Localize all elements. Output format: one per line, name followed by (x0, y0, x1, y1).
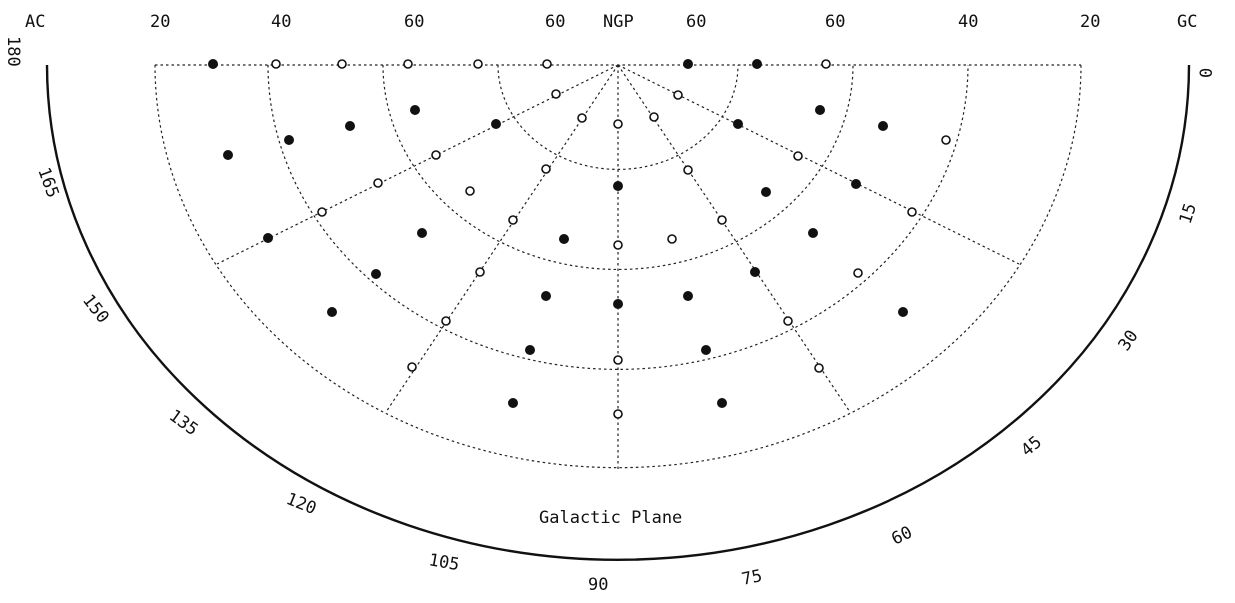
sample-point-open (465, 186, 475, 196)
label-lat-80-left: 60 (545, 12, 565, 32)
sample-point-filled (208, 59, 218, 69)
sample-point-open (541, 164, 551, 174)
sample-point-filled (878, 121, 888, 131)
lon-label-120: 120 (283, 489, 319, 519)
sample-point-open (373, 178, 383, 188)
sample-point-filled (815, 105, 825, 115)
galactic-plane-caption: Galactic Plane (539, 508, 682, 528)
lon-label-15: 15 (1176, 201, 1201, 227)
lon-label-105: 105 (427, 550, 461, 575)
label-lat-60-left: 60 (404, 12, 424, 32)
label-ac: AC (25, 12, 45, 32)
sample-point-filled (701, 345, 711, 355)
sample-point-filled (613, 299, 623, 309)
sample-point-filled (223, 150, 233, 160)
sample-points (208, 59, 951, 419)
latitude-circle (497, 64, 739, 170)
label-lat-40-right: 40 (958, 12, 978, 32)
sample-point-filled (559, 234, 569, 244)
sample-point-open (475, 267, 485, 277)
lon-label-165: 165 (33, 165, 62, 201)
sample-point-filled (371, 269, 381, 279)
label-lat-20-left: 20 (150, 12, 170, 32)
sample-point-open (317, 207, 327, 217)
sample-point-open (613, 409, 623, 419)
sample-point-open (667, 234, 677, 244)
sample-point-filled (898, 307, 908, 317)
lon-label-60: 60 (888, 523, 915, 550)
lon-label-180: 180 (3, 36, 23, 67)
sample-point-open (508, 215, 518, 225)
sample-point-filled (752, 59, 762, 69)
sample-point-open (814, 363, 824, 373)
sample-point-filled (541, 291, 551, 301)
sample-point-filled (683, 291, 693, 301)
lon-label-150: 150 (78, 291, 113, 328)
sample-point-filled (525, 345, 535, 355)
latitude-circles (154, 64, 1082, 469)
sample-point-filled (717, 398, 727, 408)
sample-point-open (403, 59, 413, 69)
sample-point-open (717, 215, 727, 225)
sample-point-open (577, 113, 587, 123)
sample-point-filled (508, 398, 518, 408)
label-lat-80-right: 60 (686, 12, 706, 32)
longitude-spoke (617, 64, 851, 413)
sample-point-open (821, 59, 831, 69)
lon-label-135: 135 (165, 406, 202, 440)
sample-point-open (853, 268, 863, 278)
label-lat-20-right: 20 (1080, 12, 1100, 32)
sample-point-filled (808, 228, 818, 238)
sample-point-open (542, 59, 552, 69)
longitude-spoke (385, 64, 619, 413)
sample-point-filled (613, 181, 623, 191)
sample-point-open (783, 316, 793, 326)
sample-point-open (431, 150, 441, 160)
sample-point-open (683, 165, 693, 175)
sample-point-filled (750, 267, 760, 277)
sample-point-filled (417, 228, 427, 238)
sample-point-open (613, 240, 623, 250)
lon-label-90: 90 (588, 575, 608, 595)
sample-point-open (441, 316, 451, 326)
lon-label-75: 75 (740, 566, 764, 590)
sample-point-open (673, 90, 683, 100)
sample-point-filled (284, 135, 294, 145)
sample-point-filled (491, 119, 501, 129)
sample-point-open (337, 59, 347, 69)
sample-point-open (271, 59, 281, 69)
sample-point-open (941, 135, 951, 145)
label-gc: GC (1177, 12, 1197, 32)
sample-point-filled (345, 121, 355, 131)
label-lat-60-right: 60 (825, 12, 845, 32)
lon-label-45: 45 (1017, 432, 1046, 460)
lon-label-30: 30 (1115, 327, 1143, 355)
sample-point-open (613, 119, 623, 129)
sample-point-open (907, 207, 917, 217)
label-lat-40-left: 40 (271, 12, 291, 32)
label-ngp: NGP (603, 12, 634, 32)
lon-label-0: 0 (1197, 68, 1217, 78)
latitude-circle (382, 64, 854, 271)
sample-point-open (407, 362, 417, 372)
sample-point-filled (683, 59, 693, 69)
sample-point-open (613, 355, 623, 365)
sample-point-filled (327, 307, 337, 317)
sample-point-filled (733, 119, 743, 129)
sample-point-open (473, 59, 483, 69)
sample-point-filled (761, 187, 771, 197)
sample-point-filled (263, 233, 273, 243)
sample-point-filled (851, 179, 861, 189)
sample-point-filled (410, 105, 420, 115)
sample-point-open (793, 151, 803, 161)
galactic-plane-arc (45, 64, 1191, 562)
sample-point-open (551, 89, 561, 99)
sample-point-open (649, 112, 659, 122)
longitude-spokes (216, 64, 1020, 470)
latitude-circle (267, 64, 969, 371)
